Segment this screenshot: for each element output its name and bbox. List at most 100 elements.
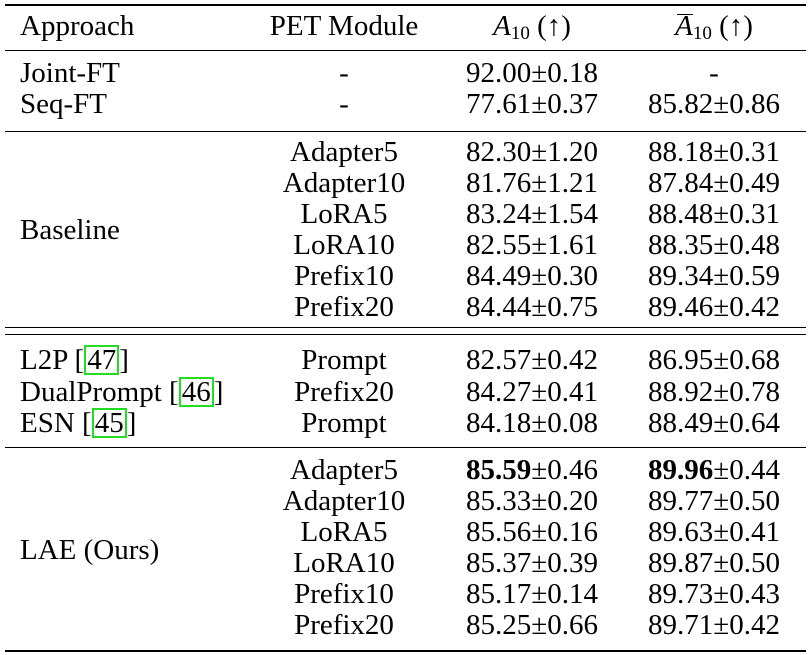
pm-sign: ± <box>531 229 548 261</box>
row-module: Adapter5 <box>290 136 398 168</box>
a10-mean: 85.17 <box>466 578 532 610</box>
a10-mean: 85.56 <box>466 516 532 548</box>
pm-sign: ± <box>531 547 548 579</box>
row-a10: 85.17±0.14 <box>445 579 619 609</box>
row-abar10: 89.71±0.42 <box>626 610 802 640</box>
header-a10: A10 (↑) <box>445 11 619 49</box>
row-abar10: 88.49±0.64 <box>626 408 802 438</box>
row-approach: Joint-FT <box>20 57 120 89</box>
a10-mean: 81.76 <box>466 167 532 199</box>
pm-sign: ± <box>531 198 548 230</box>
pm-sign: ± <box>531 485 548 517</box>
pm-sign: ± <box>531 454 548 486</box>
citation-link[interactable]: 45 <box>91 408 127 438</box>
abar10-mean: 89.73 <box>648 578 714 610</box>
header-abar10-arrow: (↑) <box>719 10 753 42</box>
abar10-mean: 89.87 <box>648 547 714 579</box>
a10-std: 0.18 <box>547 57 598 89</box>
cite-open: [ <box>82 407 92 439</box>
pm-sign: ± <box>713 547 730 579</box>
row-a10: 82.30±1.20 <box>445 137 619 167</box>
a10-std: 0.39 <box>547 547 598 579</box>
header-rule <box>5 50 806 51</box>
row-a10: 84.44±0.75 <box>445 292 619 322</box>
pm-sign: ± <box>531 376 548 408</box>
row-abar10: 89.87±0.50 <box>626 548 802 578</box>
row-approach: Seq-FT <box>20 88 107 120</box>
row-module: LoRA10 <box>293 229 395 261</box>
row-abar10: - <box>709 57 719 89</box>
row-a10: 82.57±0.42 <box>445 345 619 375</box>
cite-close: ] <box>119 344 129 376</box>
citation-link[interactable]: 47 <box>84 345 120 375</box>
abar10-std: 0.50 <box>729 547 780 579</box>
a10-mean: 85.33 <box>466 485 532 517</box>
header-a10-arrow: (↑) <box>537 10 571 42</box>
abar10-mean: 89.71 <box>648 609 714 641</box>
group-rule <box>5 447 806 448</box>
pm-sign: ± <box>531 88 548 120</box>
pm-sign: ± <box>531 57 548 89</box>
group-label-lae: LAE (Ours) <box>20 534 160 566</box>
row-a10: 83.24±1.54 <box>445 199 619 229</box>
pm-sign: ± <box>531 136 548 168</box>
a10-std: 0.46 <box>547 454 598 486</box>
pm-sign: ± <box>531 609 548 641</box>
header-abar10-subscript: 10 <box>692 23 712 44</box>
a10-std: 0.66 <box>547 609 598 641</box>
pm-sign: ± <box>531 344 548 376</box>
pm-sign: ± <box>713 136 730 168</box>
row-module: - <box>339 88 349 120</box>
a10-std: 0.30 <box>547 260 598 292</box>
abar10-std: 0.42 <box>729 609 780 641</box>
row-module: Adapter5 <box>290 454 398 486</box>
pm-sign: ± <box>713 88 730 120</box>
row-a10: 85.59±0.46 <box>445 455 619 485</box>
a10-mean: 85.25 <box>466 609 532 641</box>
abar10-std: 0.49 <box>729 167 780 199</box>
a10-mean: 83.24 <box>466 198 532 230</box>
cite-open: [ <box>169 376 179 408</box>
row-a10: 85.37±0.39 <box>445 548 619 578</box>
a10-std: 0.08 <box>547 407 598 439</box>
approach-name: L2P <box>20 344 68 376</box>
header-a10-letter: A <box>493 10 511 42</box>
abar10-std: 0.64 <box>729 407 780 439</box>
row-abar10: 86.95±0.68 <box>626 345 802 375</box>
row-module: Adapter10 <box>282 167 406 199</box>
pm-sign: ± <box>713 198 730 230</box>
row-a10: 92.00±0.18 <box>445 58 619 88</box>
row-module: LoRA5 <box>300 198 388 230</box>
a10-mean: 84.44 <box>466 291 532 323</box>
row-abar10: 89.96±0.44 <box>626 455 802 485</box>
row-abar10: 89.46±0.42 <box>626 292 802 322</box>
row-module: Prompt <box>301 344 387 376</box>
pm-sign: ± <box>713 609 730 641</box>
abar10-std: 0.42 <box>729 291 780 323</box>
approach-name: ESN <box>20 407 75 439</box>
a10-std: 1.61 <box>547 229 598 261</box>
a10-std: 1.20 <box>547 136 598 168</box>
abar10-mean: 88.18 <box>648 136 714 168</box>
row-abar10: 88.35±0.48 <box>626 230 802 260</box>
abar10-std: 0.68 <box>729 344 780 376</box>
row-module: LoRA10 <box>293 547 395 579</box>
citation-link[interactable]: 46 <box>178 377 214 407</box>
row-module: Adapter10 <box>282 485 406 517</box>
row-abar10: 89.77±0.50 <box>626 486 802 516</box>
abar10-mean: 86.95 <box>648 344 714 376</box>
a10-mean-best: 85.59 <box>466 454 532 486</box>
pm-sign: ± <box>713 454 730 486</box>
abar10-mean: 88.48 <box>648 198 714 230</box>
pm-sign: ± <box>713 291 730 323</box>
row-a10: 84.49±0.30 <box>445 261 619 291</box>
a10-mean: 82.57 <box>466 344 532 376</box>
a10-mean: 77.61 <box>466 88 532 120</box>
abar10-std: 0.31 <box>729 136 780 168</box>
row-module: Prefix20 <box>294 376 394 408</box>
a10-mean: 84.18 <box>466 407 532 439</box>
pm-sign: ± <box>531 167 548 199</box>
approach-name: DualPrompt <box>20 376 162 408</box>
row-a10: 85.33±0.20 <box>445 486 619 516</box>
abar10-mean: 88.49 <box>648 407 714 439</box>
